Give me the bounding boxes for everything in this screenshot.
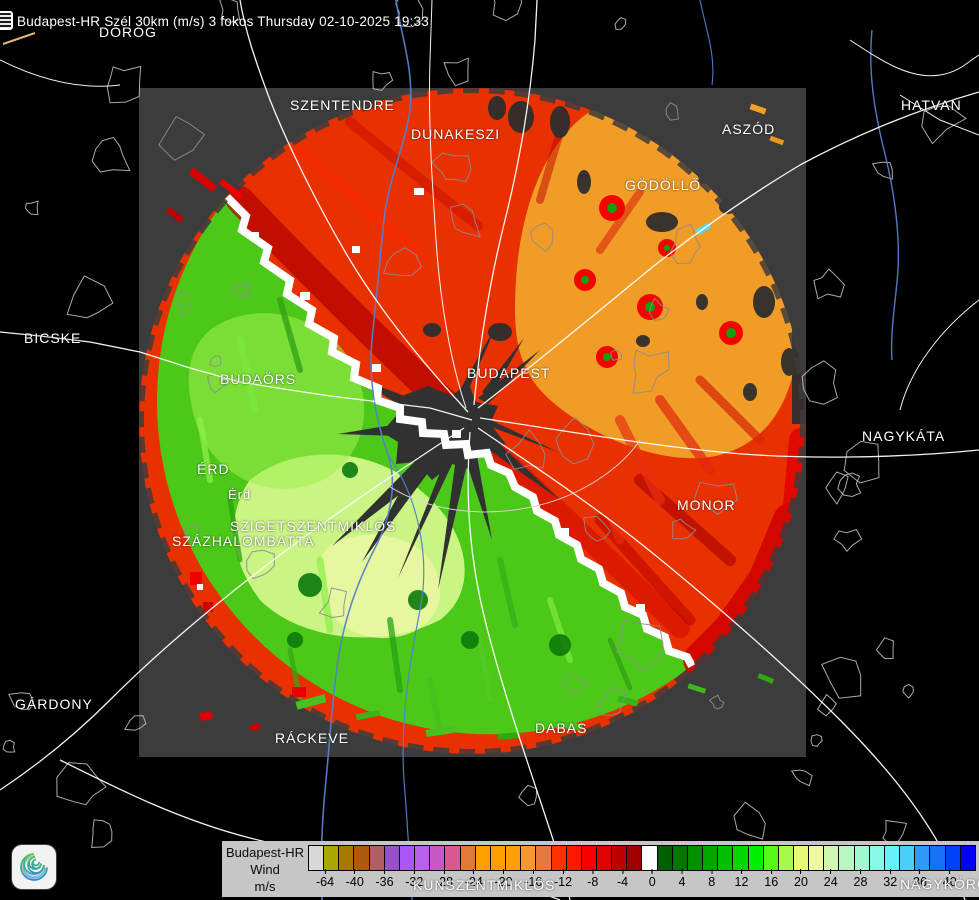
color-cell bbox=[854, 846, 870, 870]
color-cell bbox=[490, 846, 507, 870]
legend-product-block: Budapest-HR Wind m/s bbox=[222, 844, 308, 895]
color-cell bbox=[612, 846, 628, 870]
color-cell bbox=[339, 846, 355, 870]
river-lines bbox=[320, 0, 900, 900]
product-title: Budapest-HR Szél 30km (m/s) 3 fokos Thur… bbox=[17, 14, 429, 29]
scale-tick: 40 bbox=[943, 869, 957, 889]
scale-tick: 36 bbox=[913, 869, 927, 889]
color-cell bbox=[778, 846, 794, 870]
color-cell bbox=[506, 846, 522, 870]
color-cell bbox=[672, 846, 688, 870]
color-cell bbox=[687, 846, 704, 870]
color-cell bbox=[718, 846, 734, 870]
scale-tick: 16 bbox=[764, 869, 778, 889]
scale-tick: 20 bbox=[794, 869, 808, 889]
app-logo[interactable] bbox=[12, 845, 56, 889]
color-cell bbox=[430, 846, 446, 870]
legend-unit: m/s bbox=[254, 879, 276, 894]
color-cell bbox=[960, 846, 975, 870]
scale-tick: -12 bbox=[554, 869, 572, 889]
scale-tick: -20 bbox=[494, 869, 513, 889]
color-cell bbox=[809, 846, 825, 870]
color-cell bbox=[794, 846, 810, 870]
color-cell bbox=[763, 846, 779, 870]
color-cell bbox=[536, 846, 552, 870]
scale-tick: -40 bbox=[346, 869, 364, 889]
scale-tick: 12 bbox=[735, 869, 748, 889]
scale-tick: -24 bbox=[465, 869, 483, 889]
scale-tick: -4 bbox=[617, 869, 628, 889]
scale-tick: 28 bbox=[854, 869, 867, 889]
color-scale-bar bbox=[308, 845, 976, 871]
legend-panel: Budapest-HR Wind m/s -64 -40 -36 -32 -28 -24-… bbox=[222, 841, 979, 897]
document-list-icon bbox=[0, 11, 13, 30]
color-cell bbox=[354, 846, 370, 870]
legend-product: Budapest-HR bbox=[225, 845, 305, 860]
scale-tick: 32 bbox=[883, 869, 897, 889]
color-cell bbox=[551, 846, 567, 870]
color-cell bbox=[445, 846, 461, 870]
color-cell bbox=[869, 846, 885, 870]
radar-disc bbox=[139, 88, 805, 754]
color-cell bbox=[824, 846, 840, 870]
legend-parameter: Wind bbox=[250, 862, 280, 877]
color-cell bbox=[930, 846, 946, 870]
color-cell bbox=[839, 846, 855, 870]
color-cell bbox=[384, 846, 400, 870]
color-cell bbox=[884, 846, 901, 870]
color-cell bbox=[324, 846, 340, 870]
edge-streaks bbox=[166, 103, 785, 740]
scale-tick: 8 bbox=[708, 869, 715, 889]
color-cell bbox=[703, 846, 719, 870]
color-cell bbox=[945, 846, 961, 870]
color-cell bbox=[475, 846, 491, 870]
color-cell bbox=[627, 846, 643, 870]
scale-tick: -32 bbox=[405, 869, 423, 889]
spiral-logo-icon bbox=[20, 853, 48, 881]
color-cell bbox=[596, 846, 613, 870]
scale-tick: 0 bbox=[649, 869, 656, 889]
scale-tick: -64 bbox=[316, 869, 334, 889]
color-cell bbox=[309, 846, 325, 870]
settlement-outlines bbox=[2, 0, 967, 849]
color-cell bbox=[657, 846, 673, 870]
scale-tick: -28 bbox=[435, 869, 453, 889]
color-cell bbox=[521, 846, 537, 870]
color-cell bbox=[900, 846, 916, 870]
color-cell bbox=[415, 846, 431, 870]
color-cell bbox=[581, 846, 597, 870]
color-cell bbox=[399, 846, 416, 870]
scale-tick: 24 bbox=[824, 869, 838, 889]
scale-tick: 4 bbox=[679, 869, 685, 889]
scale-tick: -8 bbox=[587, 869, 598, 889]
color-cell bbox=[566, 846, 582, 870]
color-cell bbox=[460, 846, 476, 870]
color-cell bbox=[642, 846, 658, 870]
color-cell bbox=[369, 846, 385, 870]
color-cell bbox=[915, 846, 931, 870]
scale-tick: -16 bbox=[524, 869, 542, 889]
scale-tick: -36 bbox=[375, 869, 394, 889]
color-cell bbox=[748, 846, 764, 870]
color-cell bbox=[733, 846, 749, 870]
